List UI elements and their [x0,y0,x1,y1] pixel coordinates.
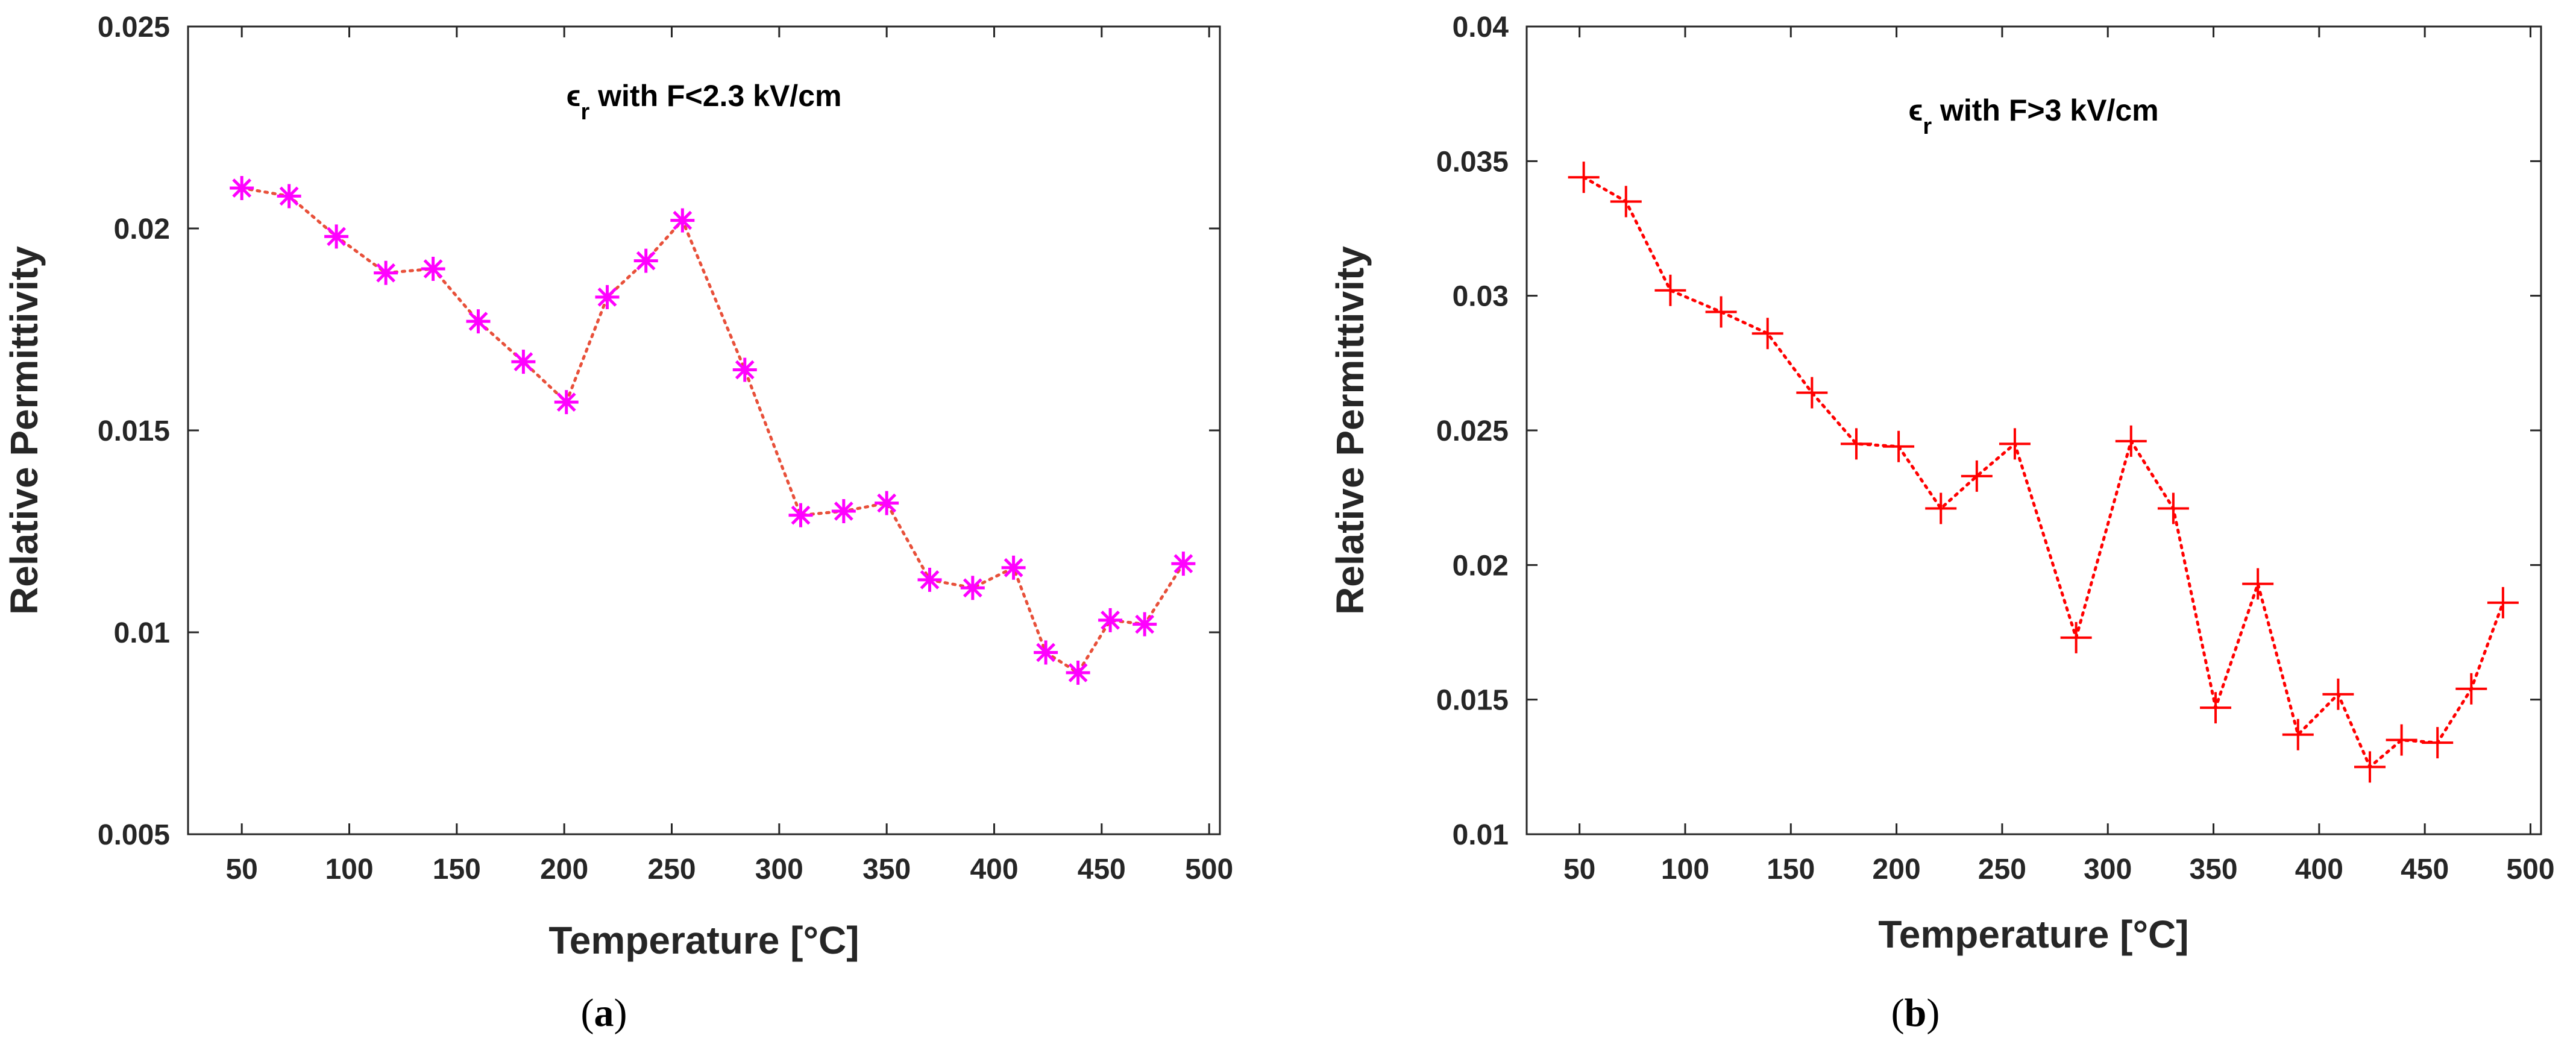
series-line-b [1582,175,2505,770]
data-point [2282,719,2314,750]
data-point [1751,318,1783,350]
x-tick-label: 300 [755,854,803,885]
data-point [788,503,813,527]
data-point [230,176,254,200]
x-tick-label: 450 [2401,854,2449,885]
x-tick-label: 500 [2506,854,2554,885]
panel-b: ϵr with F>3 kV/cm Temperature [°C] Relat… [1328,11,2555,1035]
data-point [1796,377,1828,409]
x-tick-label: 150 [433,854,481,885]
data-point [960,576,985,600]
x-tick-label: 250 [1978,854,2026,885]
data-point [511,350,536,374]
data-points-b [1568,162,2519,783]
y-tick-label: 0.015 [1436,685,1509,717]
y-tick-label: 0.025 [98,11,170,43]
x-axis-label-a: Temperature [°C] [548,919,859,962]
x-ticks-a: 50 100 150 200 250 300 350 400 450 500 [225,27,1233,885]
data-point [1654,274,1686,306]
y-tick-label: 0.025 [1436,415,1509,447]
x-tick-label: 400 [970,854,1018,885]
data-point [670,208,695,233]
x-tick-label: 450 [1078,854,1126,885]
y-axis-label-a: Relative Permittivity [2,246,46,615]
y-tick-label: 0.03 [1453,281,1509,313]
data-point [1066,661,1090,685]
data-point [2200,692,2232,724]
data-point [1961,460,1993,492]
data-point [1098,608,1123,632]
data-point [1034,640,1058,665]
x-ticks-b: 50 100 150 200 250 300 350 400 450 500 [1563,27,2555,885]
data-point [1925,492,1957,524]
x-tick-label: 50 [1563,854,1595,885]
series-line-a [240,186,1185,675]
y-tick-label: 0.005 [98,819,170,851]
data-point [1171,552,1196,576]
data-point [277,184,301,209]
data-point [2422,727,2454,759]
data-point [1610,186,1642,218]
data-point [2242,568,2274,600]
data-point [1883,430,1915,462]
x-tick-label: 100 [325,854,373,885]
data-point [595,285,620,309]
data-point [2322,678,2354,710]
data-point [2060,621,2092,653]
data-point [1840,428,1872,460]
panel-caption-a: (a) [581,991,627,1035]
y-tick-label: 0.02 [114,213,170,245]
data-point [2487,586,2519,618]
x-tick-label: 500 [1185,854,1233,885]
x-tick-label: 50 [225,854,257,885]
y-tick-label: 0.01 [1453,819,1509,851]
x-tick-label: 250 [647,854,696,885]
x-tick-label: 400 [2295,854,2343,885]
y-tick-label: 0.01 [114,617,170,649]
y-ticks-a: 0.005 0.01 0.015 0.02 0.025 [98,11,1220,851]
data-point [1568,162,1600,193]
data-point [2386,724,2417,756]
x-tick-label: 200 [540,854,588,885]
data-points-a [230,176,1196,685]
data-point [2354,751,2386,783]
plot-frame-b [1525,25,2542,835]
data-point [324,224,349,249]
data-point [2115,425,2147,457]
y-ticks-b: 0.01 0.015 0.02 0.025 0.03 0.035 0.04 [1436,11,2541,851]
data-point [732,357,757,382]
y-tick-label: 0.04 [1453,11,1509,43]
x-tick-label: 150 [1767,854,1815,885]
data-point [1705,296,1737,328]
plot-frame-a [187,25,1221,835]
x-tick-label: 200 [1873,854,1921,885]
data-point [1001,555,1026,580]
data-point [2455,673,2487,705]
panel-a: ϵr with F<2.3 kV/cm Temperature [°C] Rel… [2,11,1233,1035]
data-point [1999,428,2031,460]
chart-title-b: ϵr with F>3 kV/cm [1908,93,2158,139]
panel-caption-b: (b) [1891,991,1940,1035]
data-point [831,499,856,523]
data-point [1132,612,1157,637]
x-tick-label: 100 [1661,854,1709,885]
data-point [421,257,445,281]
data-point [633,248,658,273]
data-point [374,260,398,285]
data-point [875,491,899,515]
y-tick-label: 0.015 [98,415,170,447]
x-tick-label: 350 [2189,854,2237,885]
y-axis-label-b: Relative Permittivity [1328,246,1372,615]
y-tick-label: 0.035 [1436,146,1509,178]
data-point [554,390,579,415]
x-tick-label: 350 [862,854,911,885]
x-tick-label: 300 [2084,854,2132,885]
y-tick-label: 0.02 [1453,550,1509,582]
data-point [466,309,491,334]
data-point [917,567,942,592]
x-axis-label-b: Temperature [°C] [1878,913,2188,956]
data-point [2157,492,2189,524]
chart-title-a: ϵr with F<2.3 kV/cm [567,79,842,125]
